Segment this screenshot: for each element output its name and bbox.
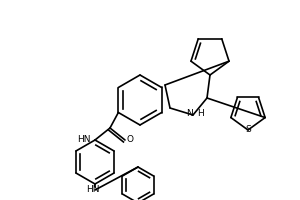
Text: H: H <box>197 108 204 117</box>
Text: N: N <box>186 108 193 117</box>
Text: O: O <box>127 136 134 144</box>
Text: S: S <box>245 126 251 134</box>
Text: HN: HN <box>86 186 100 194</box>
Text: HN: HN <box>77 136 91 144</box>
